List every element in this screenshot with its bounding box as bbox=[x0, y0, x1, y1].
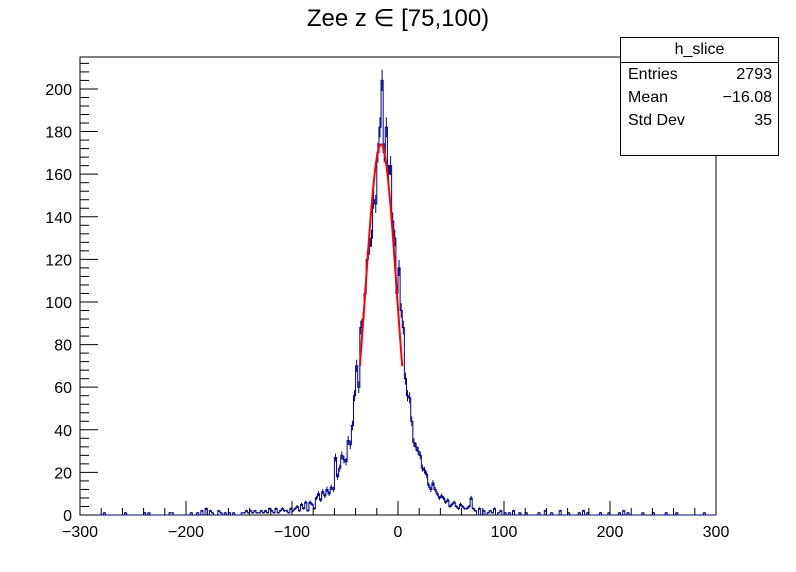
stats-label: Entries bbox=[628, 66, 678, 83]
x-tick-label: 200 bbox=[597, 524, 624, 541]
x-tick-label: −300 bbox=[62, 524, 98, 541]
stats-value: −16.08 bbox=[722, 89, 772, 106]
stats-label: Mean bbox=[628, 89, 669, 106]
gaussian-fit-curve bbox=[358, 143, 404, 367]
y-tick-label: 120 bbox=[45, 252, 72, 269]
y-tick-label: 20 bbox=[54, 465, 72, 482]
chart-title: Zee z ∈ [75,100) bbox=[306, 5, 490, 32]
y-tick-label: 60 bbox=[54, 380, 72, 397]
stats-row-entries: Entries 2793 bbox=[621, 63, 778, 86]
stats-row-stddev: Std Dev 35 bbox=[621, 109, 778, 132]
y-tick-label: 80 bbox=[54, 338, 72, 355]
stats-label: Std Dev bbox=[628, 112, 685, 129]
stats-value: 2793 bbox=[736, 66, 772, 83]
y-tick-label: 100 bbox=[45, 295, 72, 312]
x-tick-label: −100 bbox=[274, 524, 310, 541]
y-tick-label: 40 bbox=[54, 423, 72, 440]
y-tick-label: 200 bbox=[45, 82, 72, 99]
stats-value: 35 bbox=[754, 112, 772, 129]
x-tick-label: −200 bbox=[168, 524, 204, 541]
x-tick-label: 300 bbox=[703, 524, 730, 541]
x-tick-label: 0 bbox=[394, 524, 403, 541]
y-tick-label: 0 bbox=[63, 508, 72, 525]
stats-box-title: h_slice bbox=[621, 38, 778, 63]
stats-row-mean: Mean −16.08 bbox=[621, 86, 778, 109]
y-tick-label: 180 bbox=[45, 125, 72, 142]
stats-box: h_slice Entries 2793 Mean −16.08 Std Dev… bbox=[620, 37, 779, 156]
x-tick-label: 100 bbox=[491, 524, 518, 541]
y-tick-label: 160 bbox=[45, 167, 72, 184]
y-tick-label: 140 bbox=[45, 210, 72, 227]
